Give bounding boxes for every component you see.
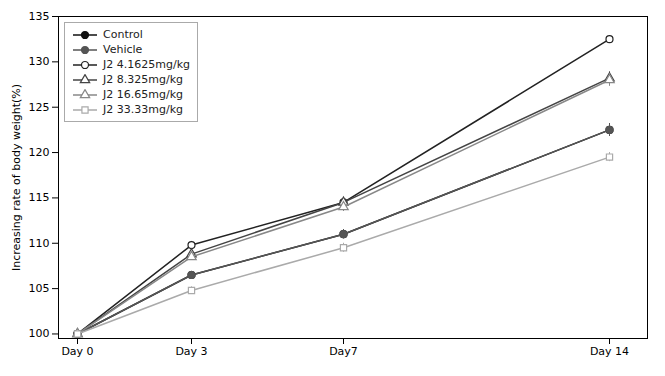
svg-text:Increasing rate of body weight: Increasing rate of body weight(%) [10, 84, 23, 271]
html-text:J2 33.33mg/kg: J2 33.33mg/kg [103, 103, 183, 116]
svg-text:Day 14: Day 14 [590, 345, 629, 358]
html-text:J2 4.1625mg/kg: J2 4.1625mg/kg [103, 58, 190, 71]
html-text:J2 8.325mg/kg: J2 8.325mg/kg [103, 73, 183, 86]
html-text:Vehicle: Vehicle [103, 43, 143, 56]
svg-text:Day7: Day7 [329, 345, 358, 358]
svg-text:Day 3: Day 3 [175, 345, 207, 358]
svg-text:130: 130 [29, 55, 50, 68]
svg-text:Day 0: Day 0 [61, 345, 93, 358]
html-text:J2 16.65mg/kg: J2 16.65mg/kg [103, 88, 183, 101]
html-text:Control: Control [103, 28, 143, 41]
svg-text:100: 100 [29, 327, 50, 340]
svg-text:110: 110 [29, 237, 50, 250]
svg-text:115: 115 [29, 191, 50, 204]
svg-text:125: 125 [29, 101, 50, 114]
svg-text:120: 120 [29, 146, 50, 159]
svg-text:105: 105 [29, 282, 50, 295]
svg-text:135: 135 [29, 10, 50, 23]
